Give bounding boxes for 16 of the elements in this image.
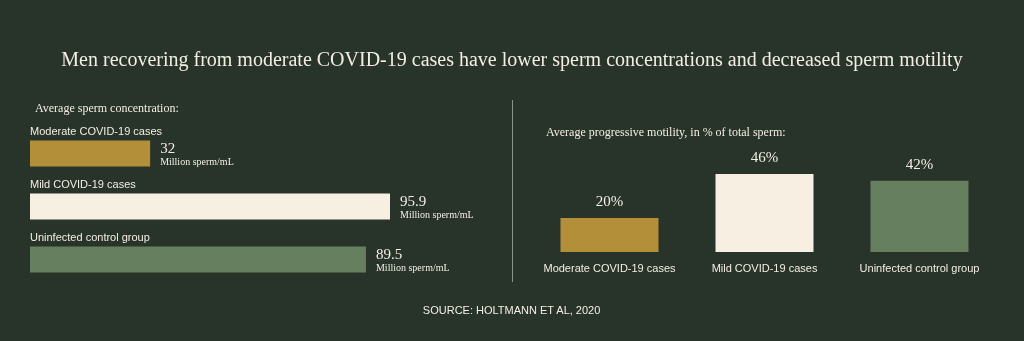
text: Men recovering from moderate COVID-19 cases have lower sperm concentrations and decreased sperm motility [61,48,963,71]
chart-subtitle: Average sperm concentration: [35,101,179,115]
y-tick-label: Mild COVID-19 cases [30,178,137,190]
data-label: 42% [905,155,934,172]
data-label: 95.9 Million sperm/mL [400,192,474,220]
x-tick-label: Moderate COVID-19 cases [543,261,677,274]
x-tick-label: Uninfected control group [859,261,980,274]
source-note: SOURCE: HOLTMANN ET AL, 2020 [422,303,601,316]
y-tick-label: Moderate COVID-19 cases [30,125,163,137]
data-label: 46% [750,149,779,165]
data-label: 89.5 Million sperm/mL [375,245,450,273]
x-tick-label: Mild COVID-19 cases [711,261,818,274]
data-label: 20% [595,193,624,210]
data-label: 32 Million sperm/mL [160,139,234,167]
chart-subtitle: Average progressive motility, in % of total sperm: [546,125,786,139]
y-tick-label: Uninfected control group [30,231,150,243]
